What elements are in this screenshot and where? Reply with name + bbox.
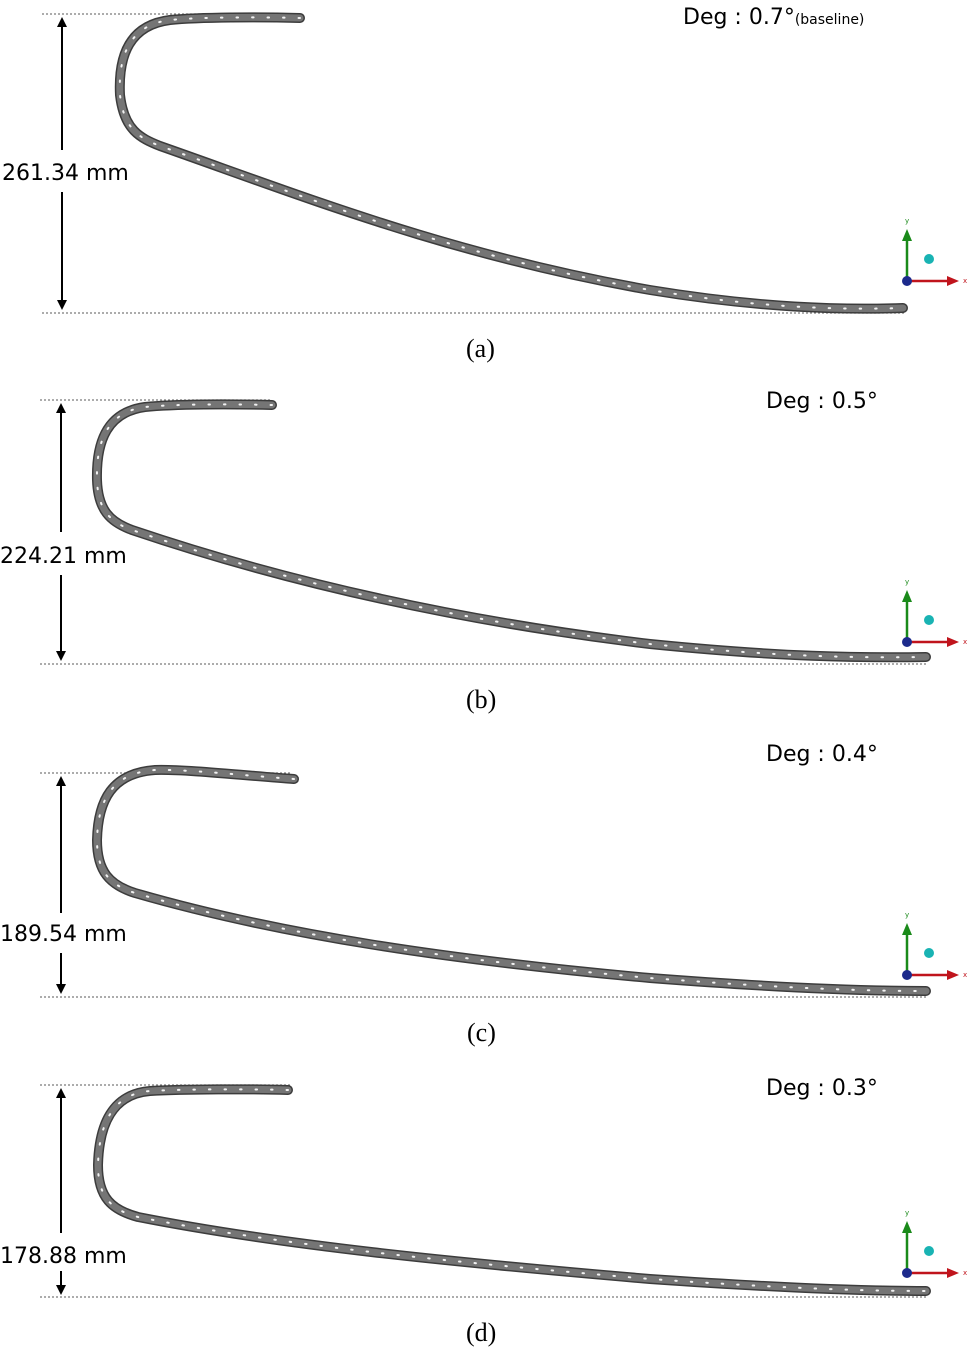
center-ball xyxy=(924,948,934,958)
panel-b: 224.21 mm Deg : 0.5° y x (b) xyxy=(0,389,967,714)
axis-triad: y x xyxy=(902,578,967,647)
panel-caption: (b) xyxy=(466,685,496,714)
deg-label: Deg : 0.7°(baseline) xyxy=(683,5,864,30)
axis-triad: y x xyxy=(902,217,967,286)
origin-marker xyxy=(902,637,912,647)
center-ball xyxy=(924,254,934,264)
x-axis-label: x xyxy=(963,638,967,646)
chain-body xyxy=(91,399,931,663)
chain-body xyxy=(92,764,931,996)
axis-triad: y x xyxy=(902,911,967,980)
origin-marker xyxy=(902,1268,912,1278)
height-label: 261.34 mm xyxy=(2,161,129,186)
y-axis-label: y xyxy=(905,911,909,919)
deg-label: Deg : 0.5° xyxy=(766,389,878,414)
x-axis-label: x xyxy=(963,277,967,285)
x-axis-label: x xyxy=(963,971,967,979)
y-axis-label: y xyxy=(905,217,909,225)
center-ball xyxy=(924,1246,934,1256)
panel-caption: (a) xyxy=(466,334,495,363)
deg-label: Deg : 0.3° xyxy=(766,1076,878,1101)
center-ball xyxy=(924,615,934,625)
origin-marker xyxy=(902,970,912,980)
y-axis-label: y xyxy=(905,578,909,586)
panel-c: 189.54 mm Deg : 0.4° y x (c) xyxy=(0,742,967,1047)
chain-body xyxy=(93,1084,931,1296)
height-label: 224.21 mm xyxy=(0,544,127,569)
panel-caption: (c) xyxy=(467,1018,496,1047)
chain-body xyxy=(114,12,908,314)
height-label: 189.54 mm xyxy=(0,922,127,947)
panel-a: 261.34 mm Deg : 0.7°(baseline) y x (a) xyxy=(2,5,967,363)
panel-d: 178.88 mm Deg : 0.3° y x (d) xyxy=(0,1076,967,1347)
x-axis-label: x xyxy=(963,1269,967,1277)
deg-label: Deg : 0.4° xyxy=(766,742,878,767)
origin-marker xyxy=(902,276,912,286)
panel-caption: (d) xyxy=(466,1318,496,1347)
y-axis-label: y xyxy=(905,1209,909,1217)
height-label: 178.88 mm xyxy=(0,1244,127,1269)
axis-triad: y x xyxy=(902,1209,967,1278)
